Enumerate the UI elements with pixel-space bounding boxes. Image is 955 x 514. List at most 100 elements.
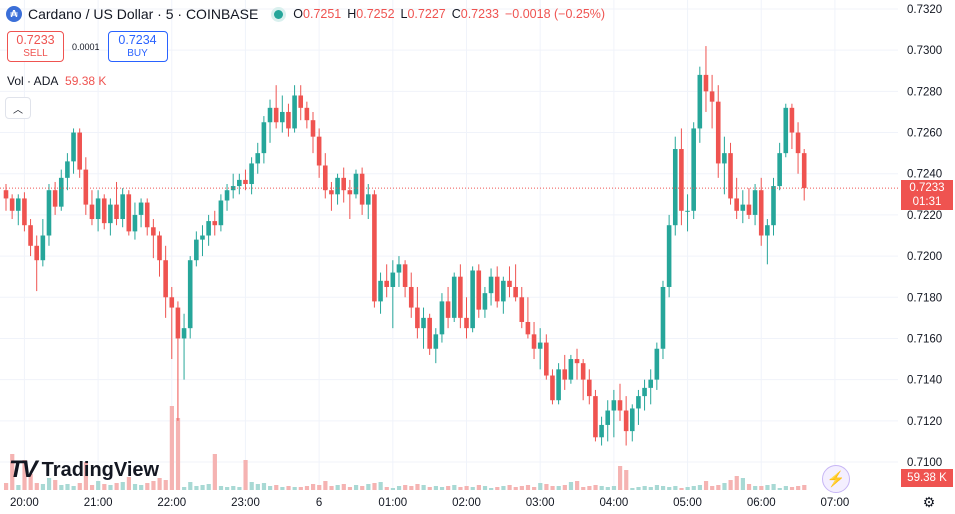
candle-body <box>101 198 107 224</box>
candle-body <box>697 74 703 129</box>
volume-bar <box>255 484 260 490</box>
candle-body <box>384 280 389 287</box>
cardano-icon[interactable]: ₳ <box>6 6 22 22</box>
candle-body <box>402 264 408 287</box>
spread-value: 0.0001 <box>72 41 100 52</box>
candle-body <box>433 334 439 349</box>
volume-bar <box>685 487 690 490</box>
volume-label: Vol · ADA <box>7 74 58 88</box>
time-tick-label: 20:00 <box>10 497 39 509</box>
volume-bar <box>237 487 242 490</box>
price-tick-label: 0.7100 <box>907 457 942 469</box>
candle-body <box>249 163 254 185</box>
volume-bar <box>771 484 776 490</box>
tradingview-logo[interactable]: TV TradingView <box>9 456 159 484</box>
volume-bar <box>703 481 709 490</box>
candle-body <box>451 276 457 318</box>
volume-bar <box>636 487 641 490</box>
candle-body <box>163 260 168 298</box>
volume-bar <box>697 485 703 490</box>
symbol-title[interactable]: Cardano / US Dollar · 5 · COINBASE <box>28 6 259 22</box>
volume-bar <box>212 454 217 490</box>
buy-price: 0.7234 <box>118 33 157 47</box>
candle-body <box>280 111 285 123</box>
volume-bar <box>286 486 291 490</box>
volume-bar <box>630 488 635 490</box>
logo-text: TradingView <box>41 458 160 481</box>
candle-body <box>237 179 242 187</box>
ohlc-key: O <box>293 7 304 21</box>
volume-bar <box>581 487 586 490</box>
candle-body <box>322 165 328 191</box>
candle-body <box>715 101 721 164</box>
ohlc-value: 0.7233 <box>460 7 499 21</box>
volume-bar <box>151 481 156 490</box>
volume-bar <box>396 486 402 490</box>
candle-body <box>15 198 21 211</box>
gear-icon[interactable]: ⚙ <box>922 494 936 510</box>
candle-body <box>568 359 574 380</box>
time-tick-label: 21:00 <box>84 497 113 509</box>
candle-body <box>445 301 451 318</box>
candle-body <box>642 387 647 397</box>
candle-body <box>777 153 782 187</box>
volume-bar <box>390 488 396 490</box>
candle-body <box>151 227 156 236</box>
candle-body <box>224 190 230 201</box>
volume-bar <box>89 485 95 490</box>
volume-bar <box>108 485 113 490</box>
candle-body <box>181 328 187 339</box>
volume-bar <box>243 460 248 490</box>
candle-body <box>709 91 715 102</box>
volume-bar <box>777 488 782 490</box>
candle-body <box>672 149 678 226</box>
ohlc-key: L <box>400 7 408 21</box>
candle-body <box>144 202 150 228</box>
volume-bar <box>409 486 414 490</box>
time-tick-label: 23:00 <box>231 497 260 509</box>
price-tick-label: 0.7280 <box>907 86 942 98</box>
volume-bar <box>175 418 181 490</box>
candle-body <box>200 235 205 240</box>
collapse-legend-button[interactable]: ︿ <box>5 97 31 119</box>
time-tick-label: 04:00 <box>599 497 628 509</box>
candle-body <box>544 342 549 376</box>
candle-body <box>65 161 70 178</box>
candle-body <box>255 153 261 164</box>
candle-body <box>261 122 267 154</box>
candle-body <box>77 132 82 170</box>
candle-body <box>22 198 27 226</box>
candle-body <box>666 225 672 287</box>
candle-body <box>421 317 426 329</box>
candle-body <box>728 153 733 199</box>
candle-body <box>286 111 291 129</box>
volume-legend[interactable]: Vol · ADA 59.38 K <box>7 74 106 88</box>
volume-bar <box>716 485 721 490</box>
candle-body <box>501 280 506 302</box>
volume-bar <box>575 481 580 490</box>
lightning-icon[interactable]: ⚡ <box>822 465 850 493</box>
candle-body <box>482 293 488 310</box>
candle-body <box>507 280 512 287</box>
volume-bars <box>4 406 807 490</box>
volume-bar <box>378 482 383 490</box>
candle-body <box>243 179 248 185</box>
candle-body <box>218 200 224 226</box>
time-tick-label: 06:00 <box>747 497 776 509</box>
sell-button[interactable]: 0.7233 SELL <box>7 31 64 62</box>
candle-body <box>617 400 623 411</box>
candle-body <box>679 149 684 211</box>
tradingview-mark-icon: TV <box>9 456 38 483</box>
last-price-tag: 0.7233 01:31 <box>901 180 953 210</box>
candle-body <box>304 107 310 121</box>
candle-body <box>132 214 138 232</box>
candle-body <box>703 74 709 92</box>
buy-button[interactable]: 0.7234 BUY <box>107 31 168 62</box>
candle-body <box>292 95 297 129</box>
volume-bar <box>611 486 617 490</box>
candle-body <box>752 190 758 215</box>
candle-body <box>476 270 482 310</box>
candle-body <box>470 270 475 329</box>
volume-bar <box>667 487 672 490</box>
